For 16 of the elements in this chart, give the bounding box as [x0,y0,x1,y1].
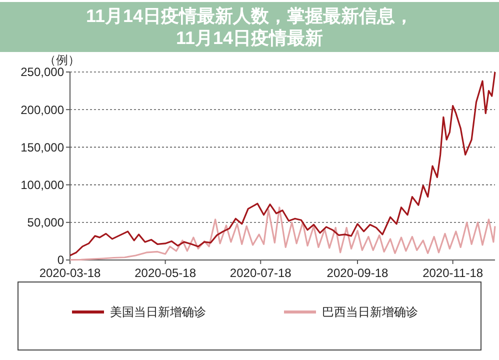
x-tick-label: 2020-07-18 [230,266,292,280]
y-tick-label: 50,000 [27,216,64,230]
x-tick-label: 2020-09-18 [326,266,389,280]
line-series [69,71,496,256]
legend-label: 巴西当日新增确诊 [322,305,418,320]
y-tick-label: 100,000 [20,178,64,192]
legend-label: 美国当日新增确诊 [110,305,206,320]
y-tick-label: 200,000 [20,102,64,117]
x-tick-label: 2020-03-18 [39,266,102,280]
y-tick-label: 150,000 [20,140,64,154]
y-tick-label: 250,000 [20,65,64,80]
y-axis-title: （例） [44,53,80,67]
y-tick-label: 0 [57,253,64,268]
chart-title: 11月14日疫情最新人数，掌握最新信息，11月14日疫情最新 [86,6,414,48]
x-tick-label: 2020-11-18 [422,266,484,280]
x-tick-label: 2020-05-18 [134,266,196,280]
